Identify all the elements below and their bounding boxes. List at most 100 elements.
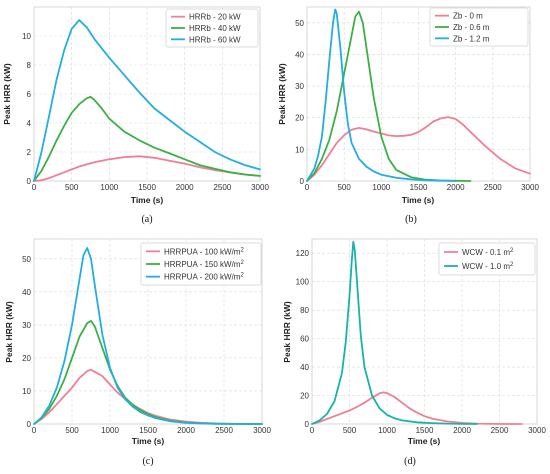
y-tick-label: 8 [27, 61, 32, 70]
x-tick-label: 2000 [453, 426, 471, 435]
series-line-2 [311, 240, 478, 425]
legend: Zb - 0 m Zb - 0.6 m Zb - 1.2 m [429, 7, 529, 47]
y-tick-label: 100 [296, 278, 310, 287]
y-tick-label: 120 [296, 249, 310, 258]
y-tick-label: 50 [22, 255, 31, 264]
y-axis-label: Peak HRR (kW) [282, 301, 292, 363]
x-tick-label: 1500 [138, 183, 156, 192]
legend-box [429, 7, 529, 47]
y-tick-label: 30 [295, 82, 304, 91]
x-tick-label: 2500 [215, 426, 233, 435]
x-tick-label: 1000 [101, 426, 119, 435]
y-tick-label: 0 [300, 177, 305, 186]
legend-label: HRRb - 40 kW [189, 24, 241, 33]
y-tick-label: 20 [295, 114, 304, 123]
y-tick-label: 6 [27, 90, 32, 99]
x-axis-label: Time (s) [131, 195, 164, 205]
legend-label: HRRPUA - 150 kW/m2 [164, 260, 244, 269]
y-tick-label: 0 [305, 420, 310, 429]
y-tick-label: 10 [22, 387, 31, 396]
series-line-2 [306, 10, 472, 182]
y-tick-label: 50 [295, 19, 304, 28]
chart-panel-a: 0 500 1000 1500 2000 2500 3000 0 2 4 6 8 10 Time (s) P… [2, 6, 269, 225]
y-tick-label: 0 [27, 177, 32, 186]
x-tick-label: 2000 [447, 183, 465, 192]
x-axis-label: Time (s) [408, 436, 441, 446]
series-line-2 [33, 96, 261, 182]
legend-label: WCW - 1.0 m2 [462, 262, 514, 271]
legend-label: HRRPUA - 200 kW/m2 [164, 273, 244, 282]
x-tick-label: 0 [32, 426, 37, 435]
series-line-1 [311, 391, 523, 425]
legend-label: Zb - 0.6 m [453, 23, 490, 32]
x-tick-label: 500 [343, 426, 357, 435]
x-tick-label: 1000 [372, 183, 390, 192]
legend-label: HRRb - 60 kW [189, 35, 241, 44]
legend-label: Zb - 0 m [453, 12, 483, 21]
legend-label: Zb - 1.2 m [453, 34, 490, 43]
legend-label: HRRPUA - 100 kW/m2 [164, 247, 244, 256]
plot-frame [311, 238, 538, 425]
series-line-3 [306, 8, 457, 182]
panel-caption: (a) [141, 214, 152, 225]
y-tick-label: 4 [27, 119, 32, 128]
x-tick-label: 1500 [416, 426, 434, 435]
x-tick-label: 3000 [253, 426, 271, 435]
y-tick-label: 40 [22, 288, 31, 297]
series-line-3 [33, 19, 261, 182]
y-axis-label: Peak HRR (kW) [277, 63, 287, 125]
x-tick-label: 1000 [100, 183, 118, 192]
y-tick-label: 40 [295, 50, 304, 59]
legend-label: HRRb - 20 kW [189, 13, 241, 22]
x-tick-label: 500 [65, 183, 79, 192]
x-tick-label: 3000 [521, 183, 539, 192]
y-tick-label: 10 [22, 32, 31, 41]
x-tick-label: 1500 [139, 426, 157, 435]
x-axis-label: Time (s) [132, 436, 165, 446]
panel-caption: (b) [405, 214, 417, 225]
plot-frame [306, 6, 531, 182]
panel-caption: (d) [404, 456, 416, 467]
legend-label: WCW - 0.1 m2 [462, 248, 514, 257]
y-tick-label: 30 [22, 321, 31, 330]
x-tick-label: 500 [65, 426, 79, 435]
y-tick-label: 20 [22, 354, 31, 363]
y-tick-label: 80 [300, 306, 309, 315]
series-line-3 [33, 246, 263, 425]
x-axis-label: Time (s) [402, 195, 435, 205]
y-tick-label: 10 [295, 145, 304, 154]
x-tick-label: 1000 [378, 426, 396, 435]
chart-panel-c: 0 500 1000 1500 2000 2500 3000 0 10 20 30 40 50 Time … [4, 238, 271, 467]
plot-frame [33, 238, 263, 425]
chart-panel-b: 0 500 1000 1500 2000 2500 3000 0 10 20 30 40 50 Time … [277, 6, 539, 225]
legend: WCW - 0.1 m2 WCW - 1.0 m2 [438, 242, 536, 276]
x-tick-label: 1500 [410, 183, 428, 192]
y-tick-label: 40 [300, 363, 309, 372]
plot-frame [33, 6, 261, 182]
legend-box [165, 8, 259, 48]
x-tick-label: 0 [305, 183, 310, 192]
y-axis-label: Peak HRR (kW) [4, 301, 14, 363]
legend-box [140, 242, 262, 286]
series-line-1 [306, 116, 531, 182]
y-tick-label: 2 [27, 148, 32, 157]
panel-caption: (c) [142, 456, 153, 467]
y-axis-label: Peak HRR (kW) [2, 63, 12, 125]
series-line-1 [33, 155, 261, 182]
chart-panel-d: 0 500 1000 1500 2000 2500 3000 0 20 40 60 80 100 120 T… [282, 238, 546, 467]
y-tick-label: 60 [300, 335, 309, 344]
legend: HRRb - 20 kW HRRb - 40 kW HRRb - 60 kW [165, 8, 259, 48]
x-tick-label: 0 [32, 183, 37, 192]
x-tick-label: 2500 [491, 426, 509, 435]
x-tick-label: 2500 [484, 183, 502, 192]
x-tick-label: 0 [310, 426, 315, 435]
y-tick-label: 20 [300, 392, 309, 401]
x-tick-label: 2000 [177, 426, 195, 435]
legend: HRRPUA - 100 kW/m2 HRRPUA - 150 kW/m2 HRRP… [140, 242, 262, 286]
x-tick-label: 2000 [176, 183, 194, 192]
x-tick-label: 3000 [528, 426, 546, 435]
x-tick-label: 2500 [213, 183, 231, 192]
y-tick-label: 0 [27, 420, 32, 429]
x-tick-label: 500 [337, 183, 351, 192]
